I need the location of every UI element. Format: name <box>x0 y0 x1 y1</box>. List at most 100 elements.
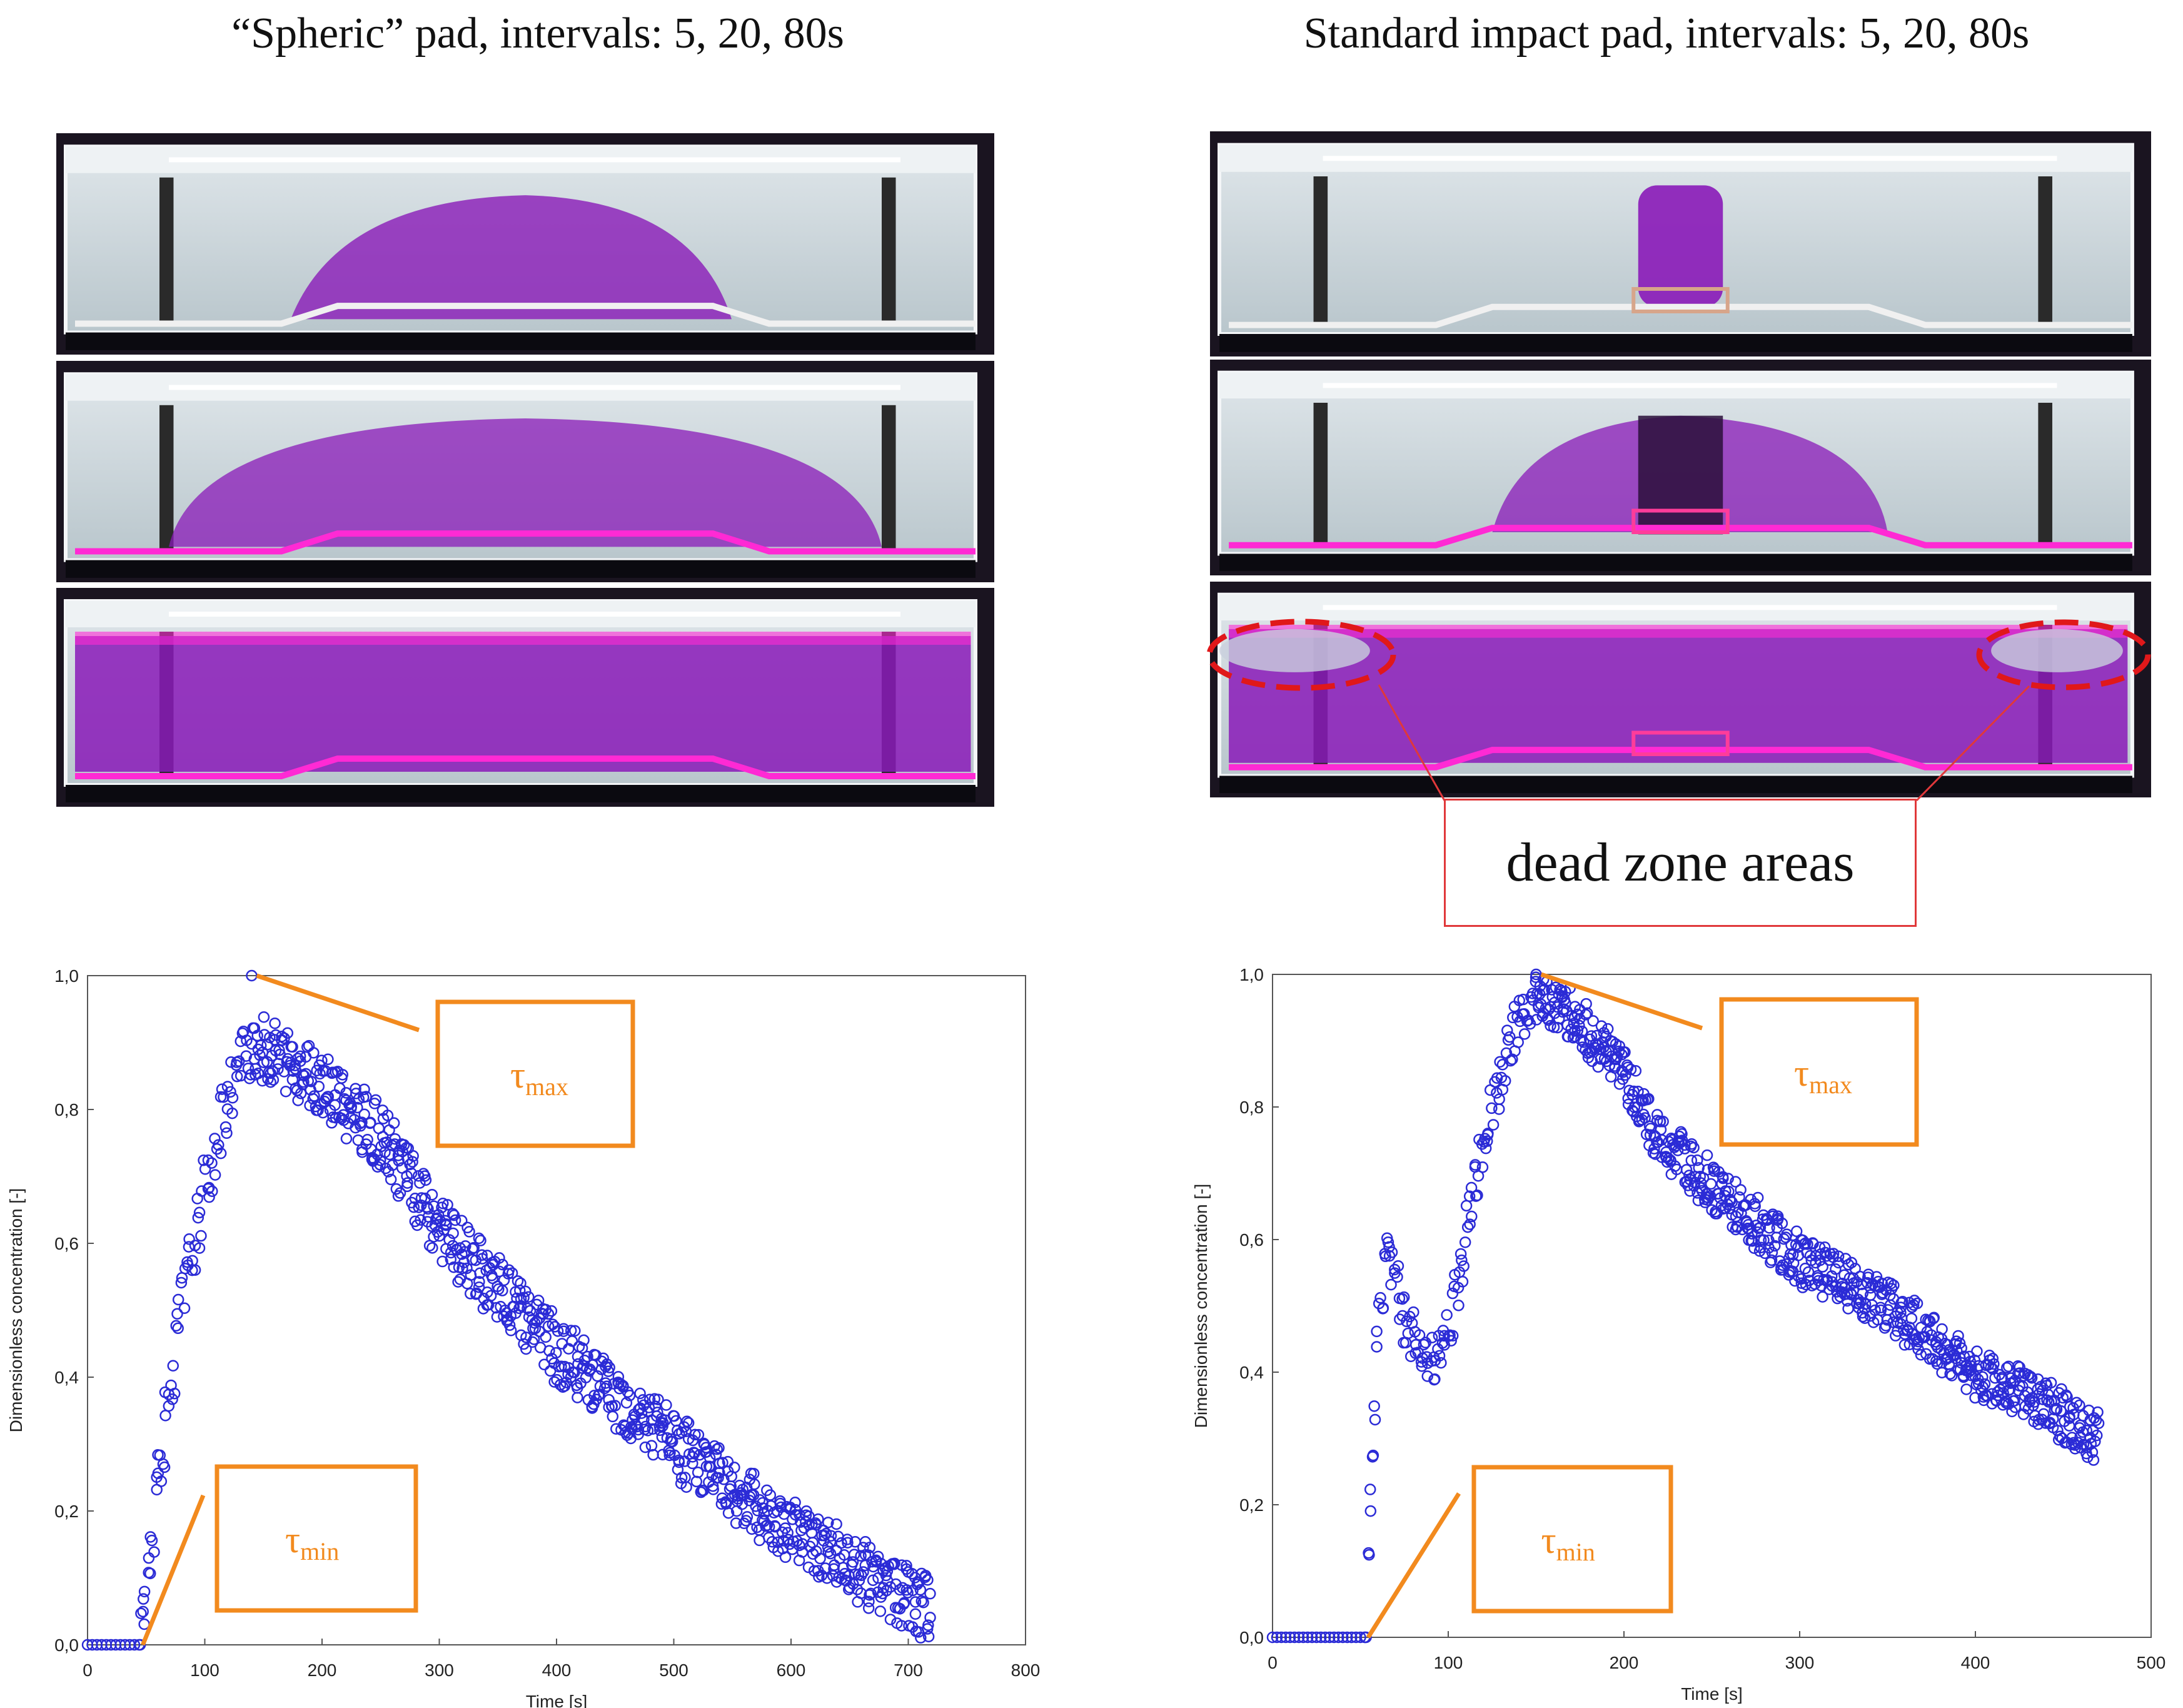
data-point <box>1680 1164 1693 1176</box>
data-point <box>914 1584 927 1596</box>
data-point <box>1654 1116 1666 1128</box>
dead-zone-callout: dead zone areas <box>1444 799 1917 927</box>
data-point <box>356 1116 368 1128</box>
data-point <box>1830 1263 1842 1275</box>
data-point <box>448 1209 460 1221</box>
data-point <box>741 1511 754 1523</box>
tau-max-pointer <box>256 973 420 1033</box>
data-point <box>345 1103 357 1114</box>
data-point <box>396 1145 408 1158</box>
data-point <box>258 1011 270 1023</box>
data-point <box>181 1256 193 1268</box>
data-point <box>1470 1190 1482 1202</box>
data-point <box>138 1585 151 1598</box>
data-point <box>1481 1135 1493 1147</box>
data-point <box>1776 1217 1788 1230</box>
data-point <box>445 1253 457 1265</box>
data-point <box>163 1400 175 1412</box>
scatter-points <box>1266 968 2105 1644</box>
data-point <box>2042 1388 2054 1401</box>
data-point <box>1731 1221 1743 1233</box>
x-tick-label: 0 <box>1268 1653 1278 1672</box>
data-point <box>607 1410 619 1423</box>
data-point <box>1980 1389 1992 1402</box>
data-point <box>545 1305 558 1317</box>
data-point <box>1279 1631 1292 1644</box>
x-tick-label: 300 <box>1785 1653 1815 1672</box>
data-point <box>1824 1248 1837 1260</box>
data-point <box>2041 1394 2053 1406</box>
data-point <box>2024 1370 2037 1383</box>
data-point <box>922 1574 934 1586</box>
data-point <box>1435 1357 1447 1369</box>
data-point <box>1705 1178 1717 1190</box>
data-point <box>2092 1406 2104 1418</box>
data-point <box>558 1323 570 1335</box>
data-point <box>565 1325 577 1337</box>
data-point <box>1802 1238 1813 1250</box>
data-point <box>1364 1505 1377 1517</box>
data-point <box>825 1530 837 1542</box>
data-point <box>1454 1248 1467 1260</box>
data-point <box>1888 1279 1900 1291</box>
data-point <box>894 1584 906 1596</box>
data-point <box>203 1181 215 1194</box>
data-point <box>1702 1191 1714 1204</box>
data-point <box>1832 1250 1845 1262</box>
data-point <box>1630 1064 1642 1077</box>
data-point <box>515 1277 527 1290</box>
photo-spheric-5s <box>56 133 994 355</box>
data-point <box>446 1240 459 1252</box>
data-point <box>171 1308 183 1320</box>
data-point <box>146 1534 158 1547</box>
data-point <box>175 1276 188 1289</box>
data-point <box>528 1333 540 1345</box>
data-point <box>436 1255 448 1268</box>
data-point <box>1561 1031 1574 1043</box>
data-point <box>542 1308 555 1320</box>
data-point <box>1413 1329 1426 1341</box>
data-point <box>1306 1631 1318 1644</box>
data-point <box>1491 1087 1503 1099</box>
data-point <box>567 1366 579 1378</box>
data-point <box>135 1607 147 1619</box>
x-tick-label: 200 <box>1610 1653 1639 1672</box>
data-point <box>1429 1373 1441 1385</box>
data-point <box>601 1358 613 1370</box>
data-point <box>824 1547 837 1560</box>
data-point <box>198 1154 209 1166</box>
data-point <box>1333 1631 1344 1644</box>
data-point <box>1482 1128 1494 1140</box>
rtd-chart-standard: 0 100 200 300 400 500 0,0 0,2 0,4 0,6 0,8 1,0 Time [… <box>1176 963 2183 1708</box>
data-point <box>481 1286 493 1298</box>
data-point <box>506 1267 518 1279</box>
data-point <box>1486 1102 1498 1114</box>
x-tick-label: 100 <box>1434 1653 1463 1672</box>
data-point <box>1382 1236 1394 1248</box>
data-point <box>924 1587 936 1600</box>
data-point <box>1328 1631 1340 1644</box>
data-point <box>292 1053 304 1064</box>
data-point <box>1389 1263 1401 1276</box>
data-point <box>1595 1020 1608 1032</box>
data-point <box>1369 1413 1381 1426</box>
data-point <box>1748 1242 1760 1254</box>
data-point <box>582 1350 593 1363</box>
data-point <box>1463 1190 1476 1202</box>
data-point <box>1284 1631 1296 1644</box>
data-point <box>1931 1358 1944 1370</box>
data-point <box>1324 1631 1336 1644</box>
data-point <box>643 1402 655 1413</box>
data-point <box>322 1091 335 1103</box>
data-point <box>195 1230 207 1242</box>
data-point <box>835 1537 847 1549</box>
data-point <box>1735 1184 1747 1196</box>
data-point <box>855 1550 867 1562</box>
scatter-points <box>81 969 936 1651</box>
data-point <box>819 1530 830 1542</box>
data-point <box>1341 1631 1353 1644</box>
data-point <box>193 1242 206 1254</box>
data-point <box>738 1517 750 1530</box>
data-point <box>267 1074 280 1086</box>
data-point <box>543 1345 555 1357</box>
